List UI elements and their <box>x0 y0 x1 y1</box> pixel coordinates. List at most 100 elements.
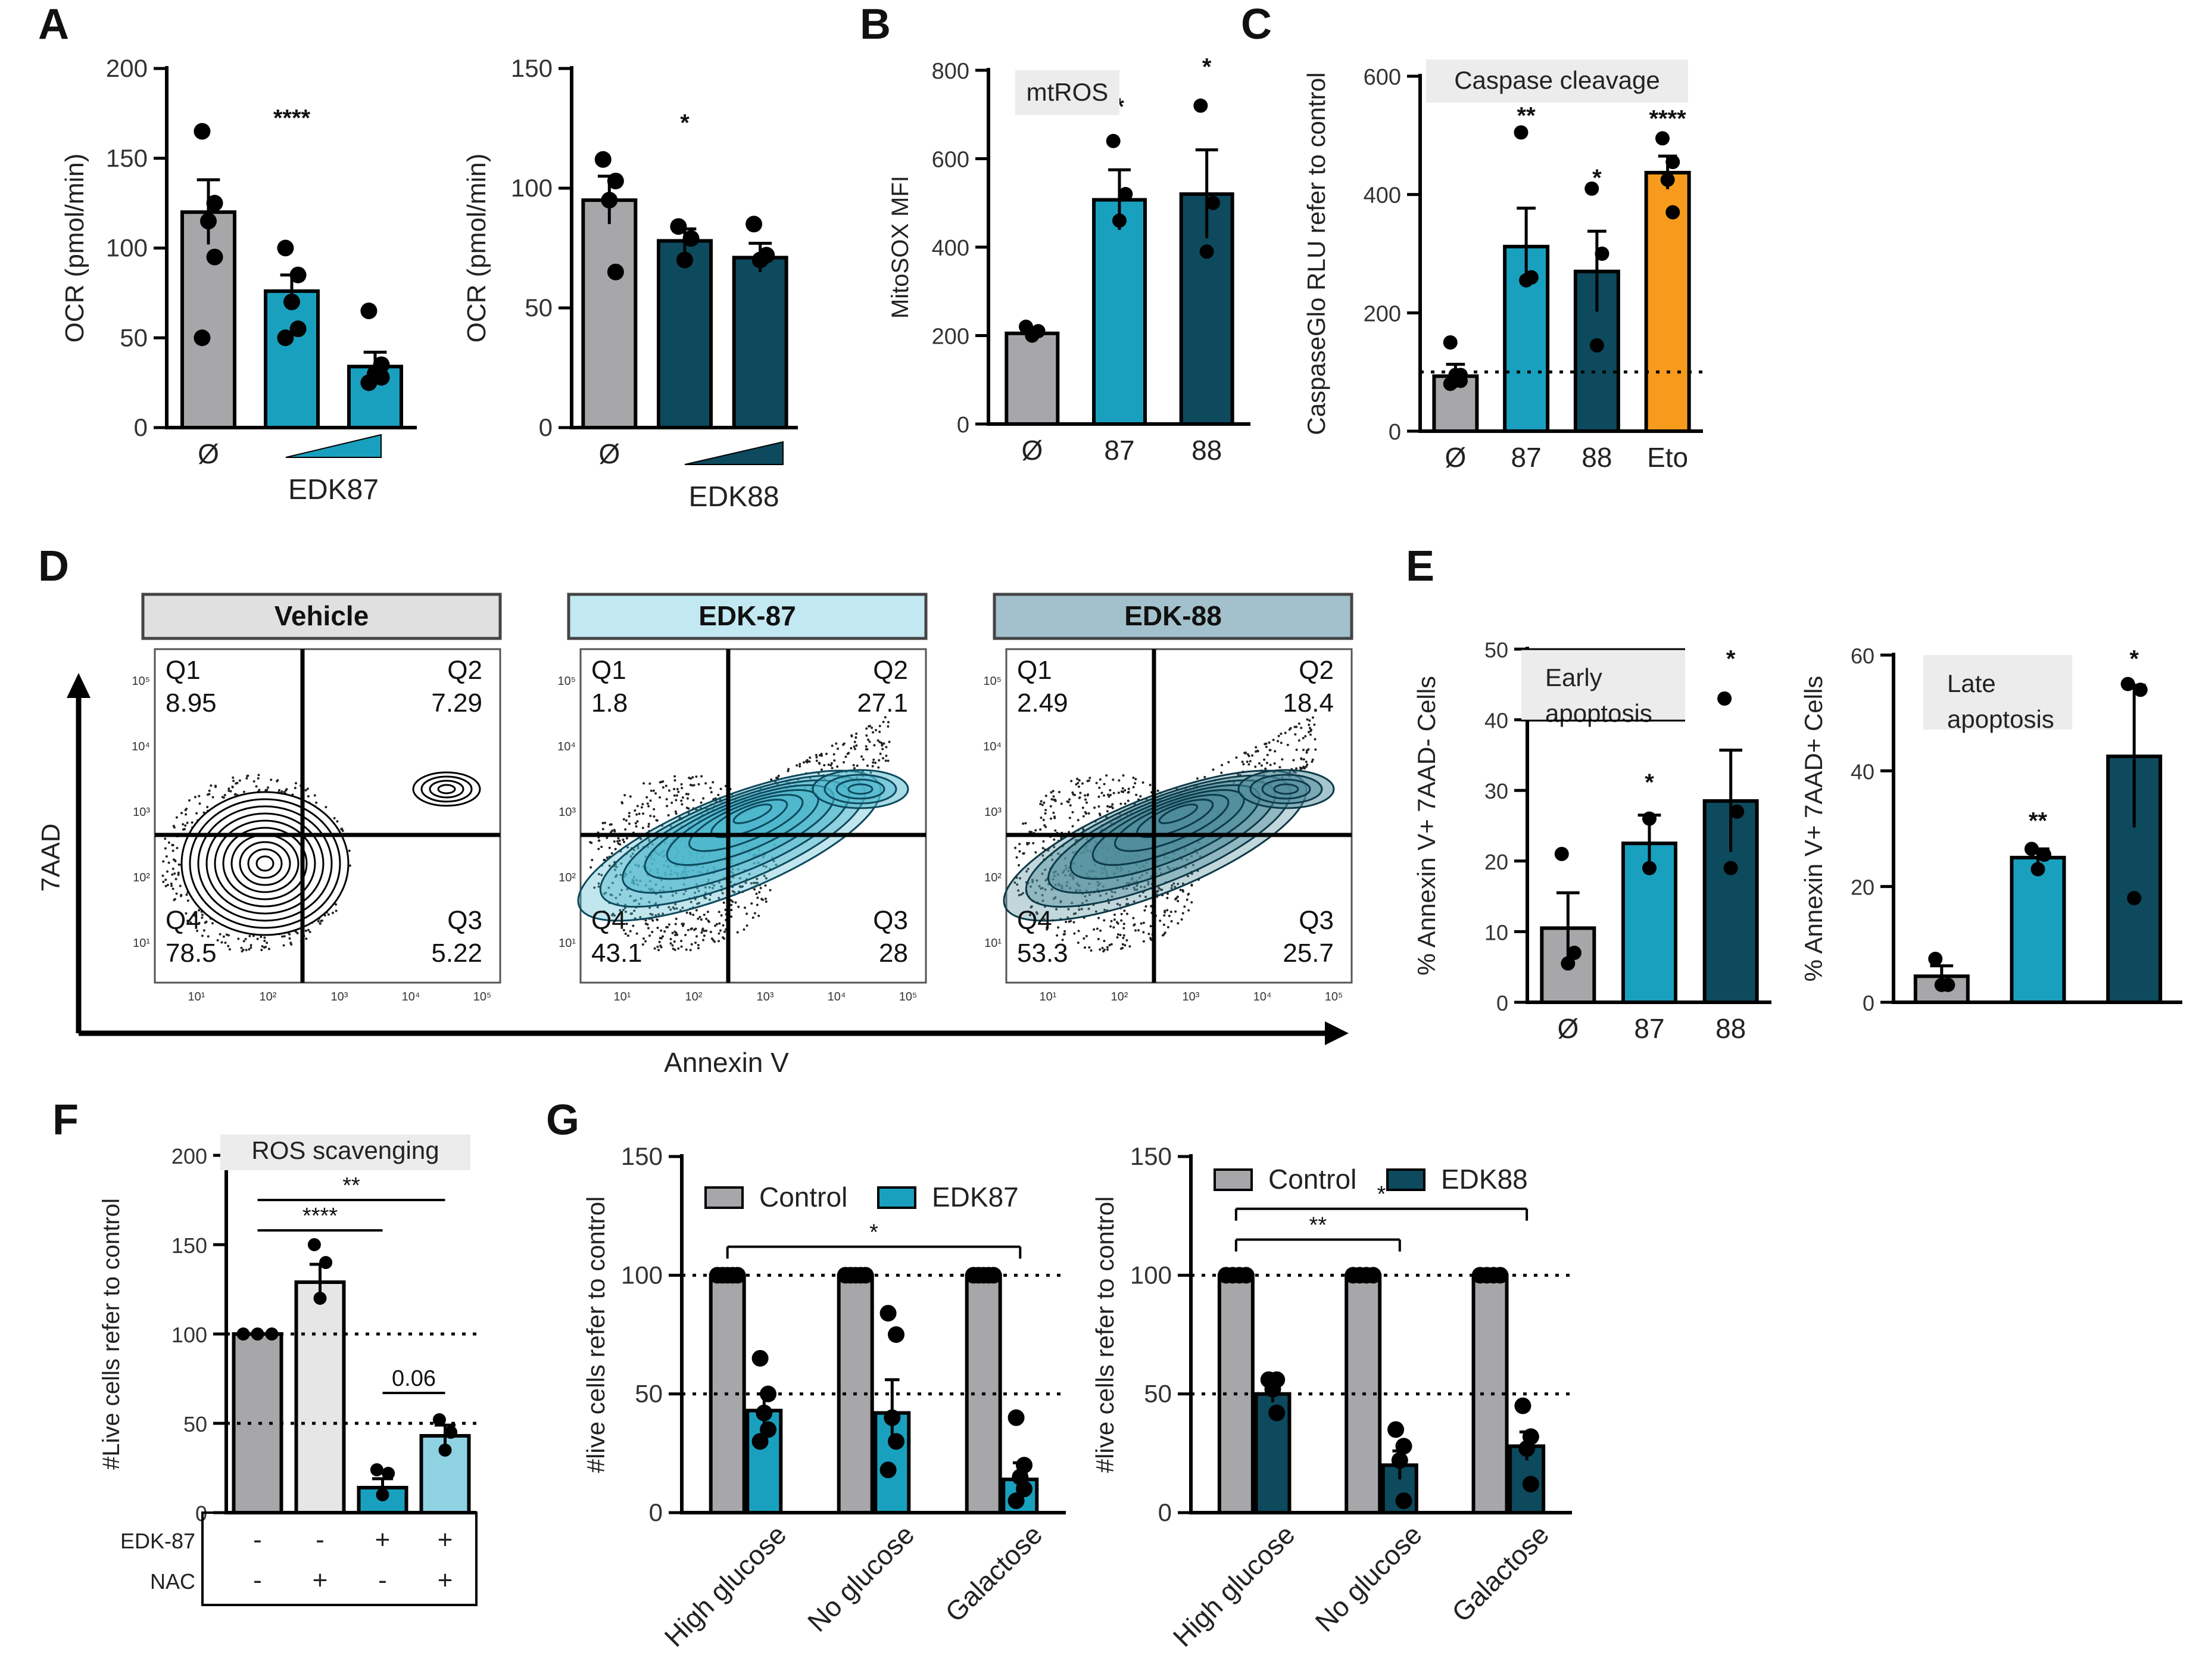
event-dot <box>623 794 626 797</box>
event-dot <box>1172 867 1175 870</box>
event-dot <box>1093 806 1096 809</box>
event-dot <box>171 867 174 870</box>
data-point <box>319 1256 333 1269</box>
event-dot <box>170 884 173 887</box>
event-dot <box>319 922 322 925</box>
event-dot <box>606 856 609 859</box>
event-dot <box>675 931 678 934</box>
event-dot <box>619 909 622 912</box>
category-label: 87 <box>1104 435 1134 466</box>
event-dot <box>1314 738 1317 741</box>
event-dot <box>853 740 856 743</box>
quadrant-name: Q1 <box>591 656 626 685</box>
event-dot <box>698 902 701 905</box>
event-dot <box>772 859 775 862</box>
event-dot <box>649 889 652 892</box>
event-dot <box>1042 840 1045 843</box>
y-tick-label: 0 <box>539 413 553 441</box>
event-dot <box>665 784 667 787</box>
event-dot <box>174 859 177 862</box>
event-dot <box>713 884 716 887</box>
event-dot <box>653 947 656 950</box>
event-dot <box>613 914 616 917</box>
y-tick-label: 10² <box>984 871 1002 884</box>
event-dot <box>335 909 338 912</box>
event-dot <box>1122 774 1125 777</box>
event-dot <box>667 923 670 926</box>
event-dot <box>223 794 226 797</box>
event-dot <box>320 920 323 922</box>
concentration-ramp <box>684 441 784 465</box>
event-dot <box>1077 883 1080 886</box>
bar-cat-1 <box>264 289 320 429</box>
event-dot <box>756 903 759 906</box>
event-dot <box>252 780 255 783</box>
event-dot <box>798 765 801 768</box>
event-dot <box>638 812 641 815</box>
event-dot <box>1041 872 1044 875</box>
concentration-ramp <box>285 434 382 458</box>
x-tick-label: 10³ <box>757 990 774 1003</box>
event-dot <box>681 796 684 799</box>
event-dot <box>659 894 662 897</box>
event-dot <box>753 912 756 915</box>
event-dot <box>222 935 225 938</box>
event-dot <box>1055 908 1058 911</box>
event-dot <box>662 780 665 783</box>
event-dot <box>733 891 736 894</box>
bracket-label: * <box>1377 1182 1386 1207</box>
event-dot <box>1305 765 1308 768</box>
y-tick-label: 0 <box>1863 991 1874 1015</box>
event-dot <box>609 823 612 826</box>
event-dot <box>191 821 194 824</box>
event-dot <box>697 944 700 947</box>
event-dot <box>1069 920 1072 922</box>
event-dot <box>1065 864 1068 867</box>
data-point <box>206 248 223 266</box>
data-point <box>1112 213 1127 228</box>
event-dot <box>227 934 230 937</box>
event-dot <box>1122 934 1125 937</box>
event-dot <box>1125 887 1128 890</box>
event-dot <box>1040 816 1043 819</box>
event-dot <box>634 822 637 825</box>
x-axis-label: Annexin V <box>664 1047 789 1078</box>
event-dot <box>1127 791 1130 794</box>
event-dot <box>648 887 651 890</box>
event-dot <box>647 805 650 808</box>
quadrant-name: Q3 <box>873 906 908 935</box>
event-dot <box>695 775 698 778</box>
y-axis-label: OCR (pmol/min) <box>60 154 89 343</box>
data-point <box>200 213 217 230</box>
event-dot <box>1111 890 1113 893</box>
event-dot <box>189 921 192 924</box>
event-dot <box>335 903 338 906</box>
event-dot <box>171 873 174 876</box>
event-dot <box>1301 766 1304 769</box>
y-axis-label: % Annexin V+ 7AAD- Cells <box>1412 676 1440 975</box>
y-tick-label: 10⁵ <box>132 675 150 688</box>
event-dot <box>878 759 881 762</box>
event-dot <box>626 934 629 937</box>
event-dot <box>1142 921 1145 924</box>
event-dot <box>1108 795 1111 798</box>
event-dot <box>1268 741 1271 744</box>
event-dot <box>1125 897 1128 900</box>
data-point <box>370 1463 383 1476</box>
event-dot <box>1134 778 1137 781</box>
y-axis-label: #live cells refer to control <box>582 1196 610 1473</box>
event-dot <box>636 820 639 823</box>
y-tick-label: 10² <box>559 871 576 884</box>
data-point <box>756 1404 773 1422</box>
event-dot <box>1063 930 1066 933</box>
event-dot <box>1170 887 1173 890</box>
event-dot <box>1094 910 1097 913</box>
event-dot <box>305 937 308 940</box>
bracket-label: * <box>869 1220 878 1245</box>
event-dot <box>712 781 715 784</box>
y-tick-label: 100 <box>621 1261 663 1289</box>
data-point <box>1717 691 1732 706</box>
x-axis-label: EDK87 <box>288 474 379 506</box>
event-dot <box>644 855 647 858</box>
event-dot <box>718 911 720 914</box>
